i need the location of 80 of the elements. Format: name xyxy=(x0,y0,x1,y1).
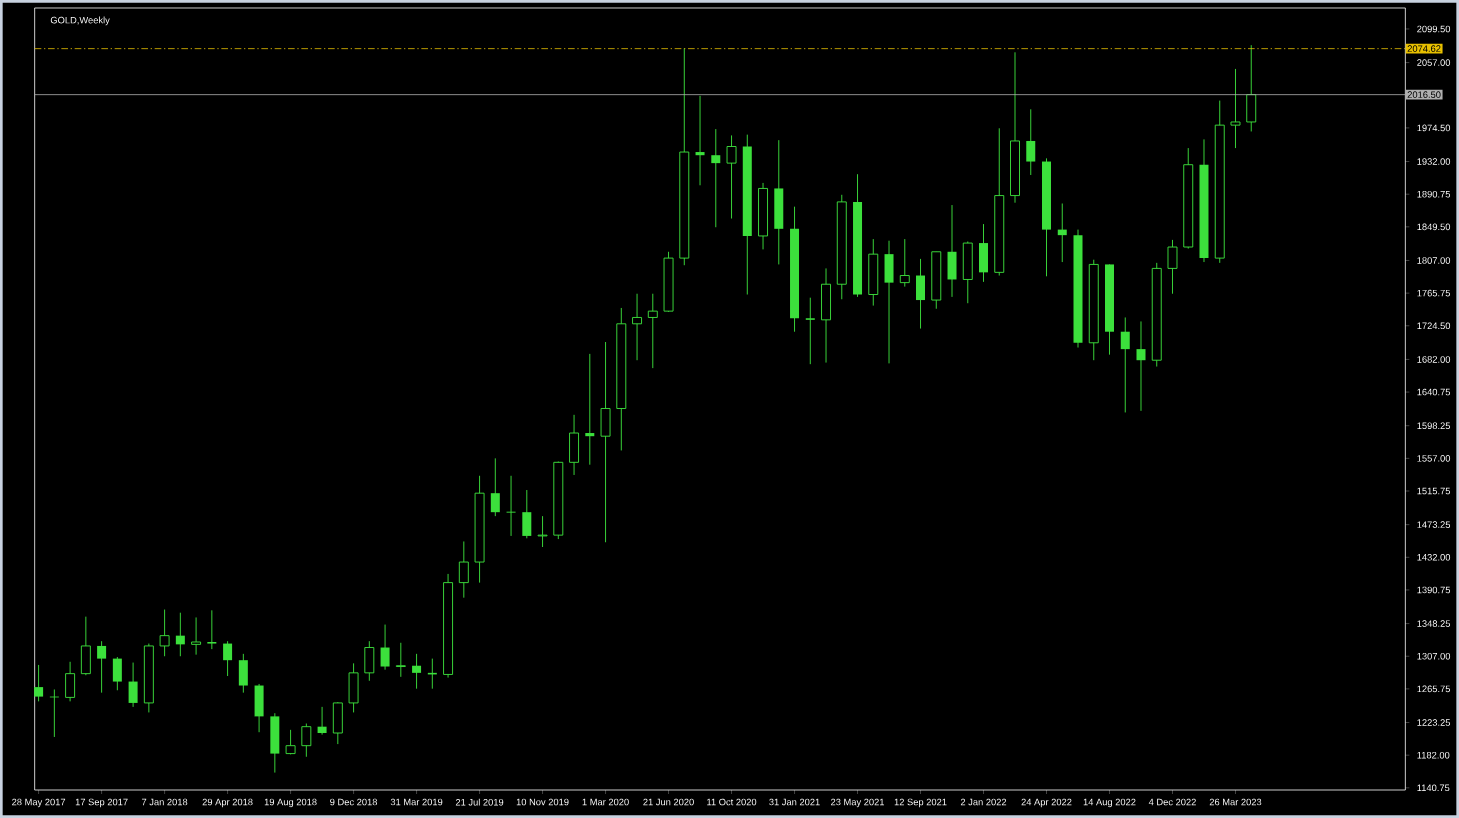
y-tick-label: 1724.50 xyxy=(1417,322,1451,330)
candlestick xyxy=(537,515,548,548)
y-tick-label: 2099.50 xyxy=(1417,25,1451,33)
y-tick-label: 1932.00 xyxy=(1417,158,1451,165)
candlestick xyxy=(647,293,658,369)
y-tick-label: 1974.50 xyxy=(1417,124,1451,132)
candlestick xyxy=(285,729,296,755)
x-tick-label: 11 Oct 2020 xyxy=(707,798,757,806)
candlestick xyxy=(585,353,595,466)
y-tick-label: 1515.75 xyxy=(1417,487,1451,495)
candlestick xyxy=(207,609,217,650)
candlestick xyxy=(522,489,532,539)
y-tick-label: 1849.50 xyxy=(1417,223,1451,231)
y-tick-label: 1432.00 xyxy=(1417,554,1451,561)
candlestick xyxy=(412,653,422,690)
candlestick xyxy=(301,723,312,758)
x-tick-label: 9 Dec 2018 xyxy=(330,798,378,806)
candlestick xyxy=(223,640,233,677)
x-tick-label: 17 Sep 2017 xyxy=(75,798,128,808)
candlestick xyxy=(317,706,327,736)
y-tick-label: 1682.00 xyxy=(1417,356,1451,363)
x-tick-label: 1 Mar 2020 xyxy=(582,798,629,806)
x-tick-label: 10 Nov 2019 xyxy=(516,798,569,806)
candlestick xyxy=(159,609,170,657)
y-tick-label: 1765.75 xyxy=(1417,289,1451,297)
x-tick-label: 23 May 2021 xyxy=(831,798,885,808)
ref-line-label: 2016.50 xyxy=(1407,91,1441,98)
y-tick-label: 1348.25 xyxy=(1417,620,1451,627)
x-tick-label: 24 Apr 2022 xyxy=(1021,798,1072,808)
x-tick-label: 2 Jan 2022 xyxy=(960,798,1007,806)
y-tick-label: 1890.75 xyxy=(1417,190,1451,198)
candlestick xyxy=(1120,317,1130,413)
y-tick-label: 1640.75 xyxy=(1417,388,1451,396)
x-tick-label: 28 May 2017 xyxy=(12,798,66,808)
y-tick-label: 1307.00 xyxy=(1417,652,1451,660)
ref-line-label: 2074.62 xyxy=(1407,45,1441,52)
candlestick xyxy=(1230,68,1241,149)
x-tick-label: 12 Sep 2021 xyxy=(894,798,947,808)
y-tick-label: 1557.00 xyxy=(1417,455,1451,462)
candlestick xyxy=(380,624,390,671)
candlestick xyxy=(191,616,202,656)
x-tick-label: 4 Dec 2022 xyxy=(1148,798,1196,806)
candlestick xyxy=(490,457,500,517)
y-tick-label: 2057.00 xyxy=(1417,59,1451,66)
x-tick-label: 21 Jun 2020 xyxy=(643,798,694,806)
y-tick-label: 1265.75 xyxy=(1417,685,1451,693)
x-tick-label: 14 Aug 2022 xyxy=(1083,798,1136,808)
y-tick-label: 1140.75 xyxy=(1417,784,1450,792)
x-tick-label: 21 Jul 2019 xyxy=(455,798,504,806)
candlestick xyxy=(632,293,643,361)
y-tick-label: 1182.00 xyxy=(1417,751,1450,759)
candlestick xyxy=(1167,239,1178,295)
x-tick-label: 19 Aug 2018 xyxy=(264,798,317,808)
candlestick xyxy=(711,128,721,228)
candlestick xyxy=(506,475,517,537)
candlestick xyxy=(34,664,44,702)
y-tick-label: 1390.75 xyxy=(1417,586,1451,594)
x-tick-label: 26 Mar 2023 xyxy=(1209,798,1262,806)
candlestick xyxy=(899,238,910,288)
candlestick xyxy=(175,612,185,657)
candlestick xyxy=(805,297,815,365)
candlestick xyxy=(1057,203,1067,263)
candlestick xyxy=(726,134,737,219)
y-tick-label: 1223.25 xyxy=(1417,719,1451,726)
candlestick xyxy=(97,640,107,694)
text: GOLD,Weekly xyxy=(50,16,110,26)
x-tick-label: 7 Jan 2018 xyxy=(141,798,188,806)
y-tick-label: 1473.25 xyxy=(1417,521,1451,528)
y-tick-label: 1807.00 xyxy=(1417,257,1451,264)
candlestick xyxy=(695,95,705,186)
x-tick-label: 31 Mar 2019 xyxy=(390,798,443,806)
candlestick xyxy=(65,661,76,702)
candlestick xyxy=(112,656,122,691)
y-tick-label: 1598.25 xyxy=(1417,422,1451,429)
x-tick-label: 31 Jan 2021 xyxy=(769,798,820,806)
candlestick xyxy=(128,662,138,708)
x-tick-label: 29 Apr 2018 xyxy=(202,798,253,808)
candlestick xyxy=(395,642,406,678)
candlestick xyxy=(1026,108,1036,176)
candlestick xyxy=(458,540,469,599)
